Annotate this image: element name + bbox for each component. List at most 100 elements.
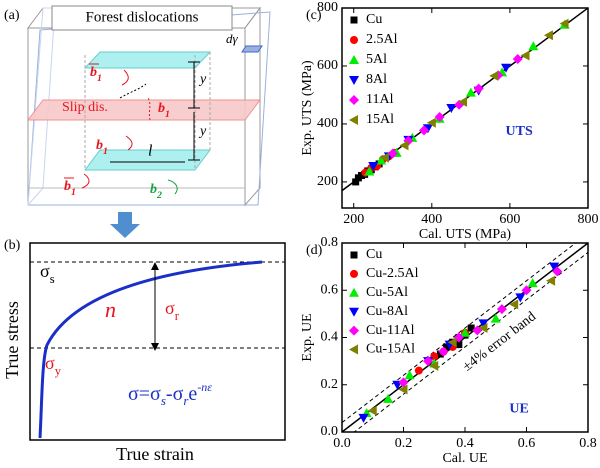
x-tick-label: 0.0: [333, 436, 351, 451]
point: [434, 111, 445, 122]
legend-marker: [349, 344, 358, 355]
x-tick-label: 0.6: [518, 436, 536, 451]
legend-label: 15Al: [366, 112, 394, 127]
point: [364, 166, 375, 176]
legend-marker: [349, 55, 359, 64]
diagram-title: Forest dislocations: [86, 9, 199, 25]
y-axis-label: Exp. UTS (MPa): [300, 60, 315, 156]
formula-part: σ=σ: [128, 383, 161, 405]
sigma-y: σy: [45, 353, 62, 378]
legend-marker: [349, 287, 359, 297]
point: [509, 299, 519, 310]
formula-part: -σ: [166, 383, 184, 405]
point: [478, 319, 489, 329]
legend-label: Cu-15Al: [366, 342, 415, 357]
legend-label: Cu-8Al: [366, 304, 408, 319]
legend-marker: [349, 95, 359, 105]
formula-part: -nε: [197, 380, 212, 394]
point: [367, 405, 377, 416]
legend-label: 11Al: [366, 92, 394, 107]
legend-marker: [349, 307, 359, 317]
legend-marker: [350, 36, 358, 44]
point: [414, 366, 423, 375]
y-tick-label: 800: [317, 0, 338, 15]
plot-frame: [341, 7, 589, 209]
x-tick-label: 0.8: [579, 436, 597, 451]
legend-marker: [349, 325, 359, 336]
sigma-r: σr: [165, 298, 180, 323]
point: [419, 125, 429, 136]
spacing-label: y: [198, 124, 207, 139]
legend-label: Cu-11Al: [366, 323, 415, 338]
point: [521, 285, 532, 296]
point: [368, 161, 379, 171]
slip-label: Slip dis.: [62, 100, 108, 115]
point: [490, 313, 501, 323]
legend-label: 8Al: [366, 72, 387, 87]
point: [543, 30, 553, 41]
point: [549, 262, 560, 272]
point: [447, 337, 457, 348]
point: [422, 124, 433, 134]
sigma-s: σs: [40, 261, 55, 286]
point: [458, 96, 468, 107]
point: [399, 140, 409, 151]
point: [455, 341, 463, 349]
point: [358, 413, 369, 423]
annotation: UTS: [506, 124, 533, 139]
point: [559, 18, 569, 29]
legend-label: 5Al: [366, 52, 387, 67]
x-tick-label: 400: [421, 212, 442, 227]
x-axis-label: Cal. UE: [442, 451, 487, 466]
point: [426, 117, 436, 128]
legend-label: Cu-5Al: [366, 285, 408, 300]
point: [423, 356, 434, 367]
point: [515, 293, 526, 303]
point: [527, 278, 538, 288]
x-tick-label: 600: [499, 212, 520, 227]
arrow: [110, 212, 140, 238]
point: [512, 54, 523, 65]
x-tick-label: 0.2: [395, 436, 413, 451]
point: [546, 275, 556, 286]
burgers-label: b1: [90, 65, 102, 84]
legend-label: Cu-2.5Al: [366, 266, 419, 281]
point: [387, 148, 398, 159]
point: [552, 266, 563, 277]
point: [478, 323, 488, 334]
point: [352, 178, 360, 186]
legend-marker: [350, 251, 358, 259]
panel-b: (b) σs σr n σy σ=σs-σre-nε True strain T…: [2, 238, 286, 464]
y-tick-label: 0.6: [321, 282, 339, 297]
legend-marker: [350, 269, 358, 278]
y-axis-label: True stress: [2, 301, 22, 379]
point: [398, 377, 409, 388]
point: [465, 87, 476, 97]
panel-label: (b): [4, 238, 21, 253]
burgers-label: b1: [158, 101, 170, 120]
error-band-line: [353, 252, 588, 432]
point: [528, 41, 539, 51]
shear-label: dγ: [226, 31, 239, 46]
formula-part: r: [183, 393, 189, 408]
formula-part: e: [188, 383, 197, 405]
y-tick-label: 0.2: [321, 377, 339, 392]
point: [398, 384, 408, 395]
point: [443, 343, 451, 351]
point: [383, 393, 394, 403]
formula: σ=σs-σre-nε: [128, 380, 212, 409]
y-tick-label: 0.8: [321, 235, 339, 250]
point: [446, 104, 457, 113]
legend-label: Cu: [366, 247, 382, 262]
legend-marker: [350, 16, 358, 24]
legend-label: Cu: [366, 12, 382, 27]
flow-curve: [38, 260, 263, 439]
n-label: n: [105, 297, 116, 322]
point: [489, 70, 499, 81]
point: [496, 304, 507, 315]
spacing-label: y: [198, 72, 207, 87]
y-tick-label: 0.4: [321, 330, 339, 345]
legend-label: 2.5Al: [366, 32, 398, 47]
y-tick-label: 200: [317, 174, 338, 189]
